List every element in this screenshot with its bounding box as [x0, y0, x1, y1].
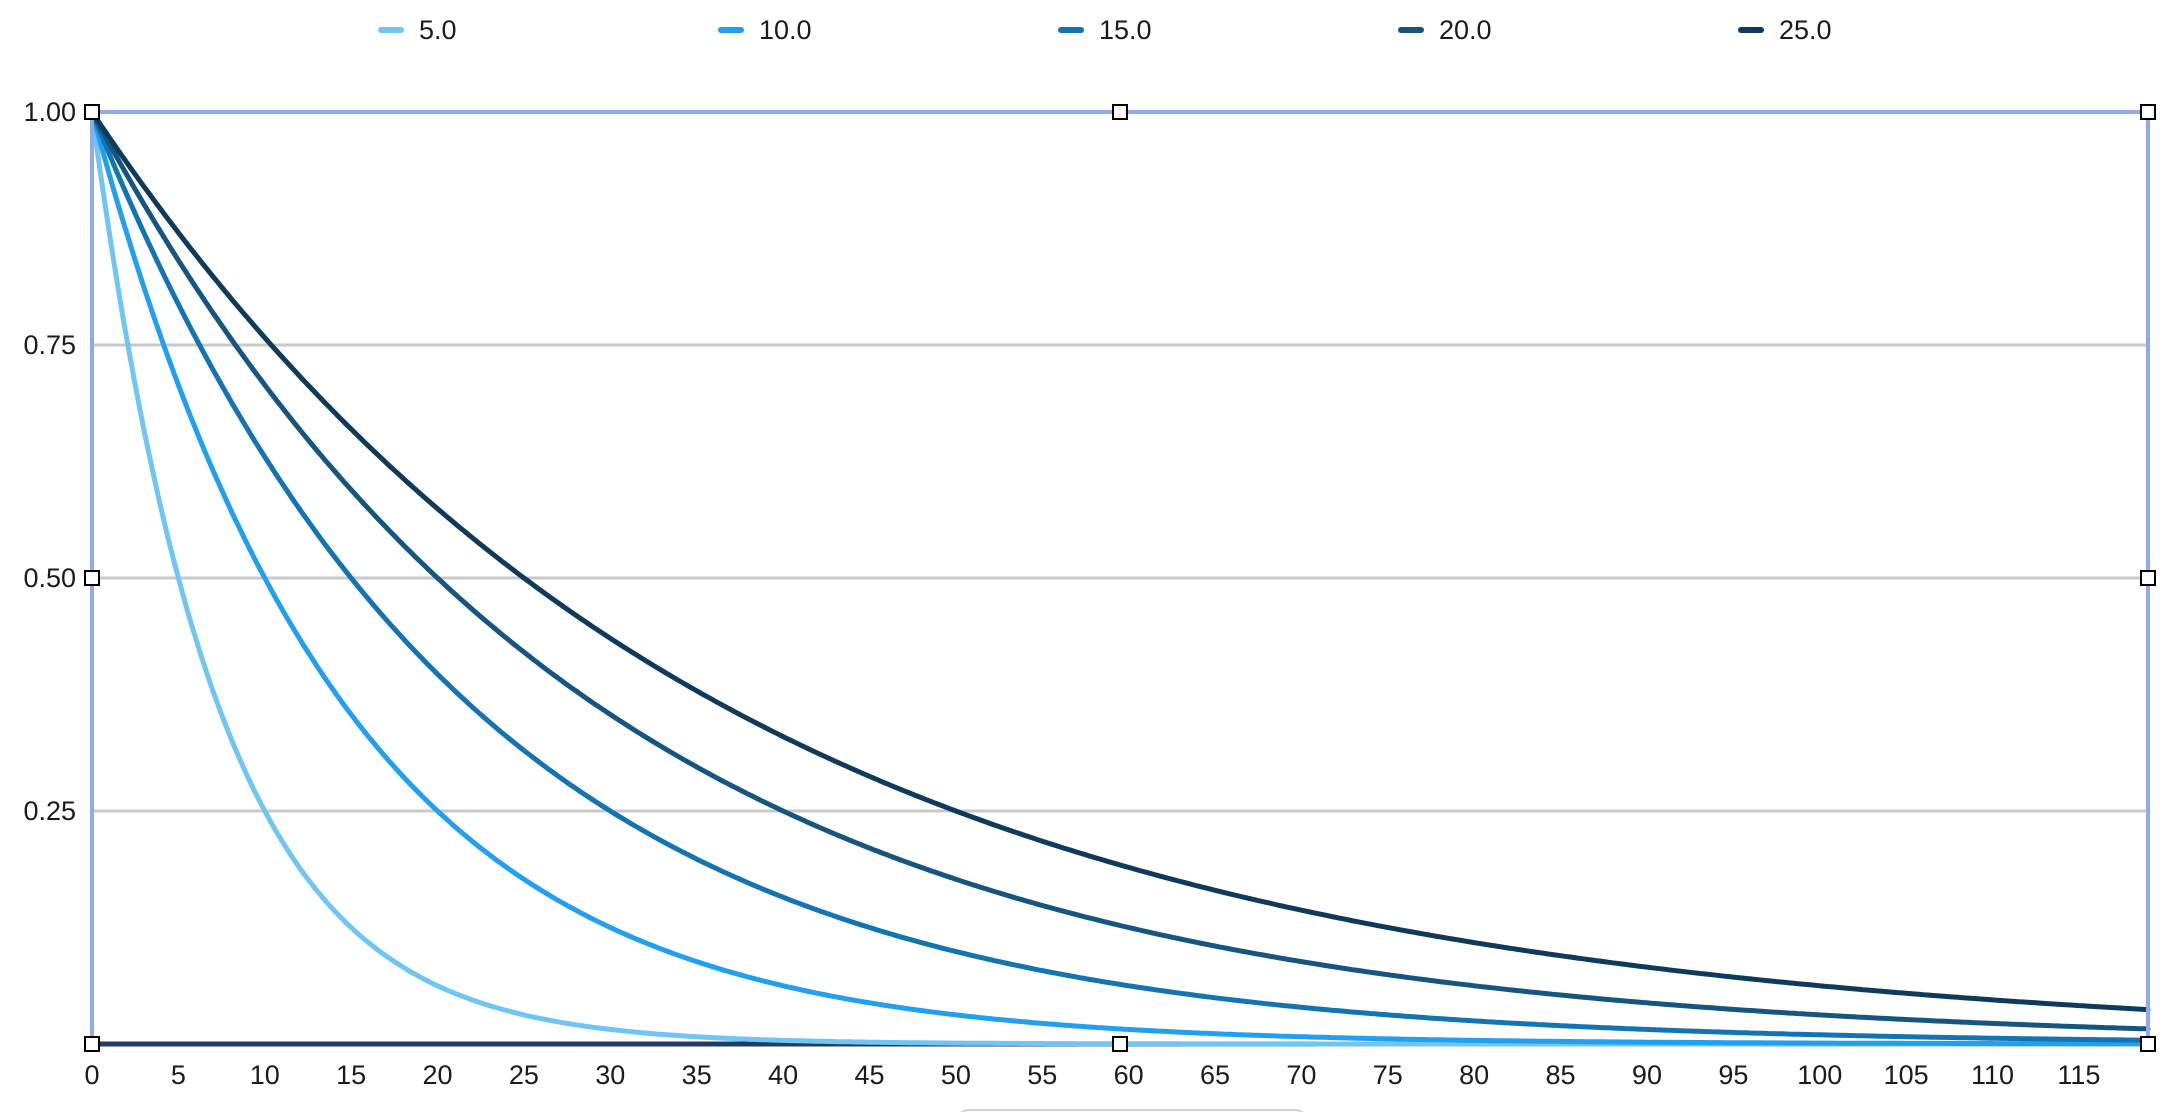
selection-handle-n[interactable]	[1112, 104, 1128, 120]
selection-handle-nw[interactable]	[84, 104, 100, 120]
legend-swatch-icon	[1738, 27, 1764, 33]
selection-handle-w[interactable]	[84, 570, 100, 586]
legend-label: 25.0	[1779, 15, 1832, 45]
x-tick-label: 80	[1459, 1060, 1490, 1090]
series-curve-10.0[interactable]	[89, 109, 2151, 1047]
legend-label: 10.0	[759, 15, 812, 45]
x-tick-label: 45	[854, 1060, 885, 1090]
legend-item-20.0[interactable]: 20.0	[1398, 12, 1492, 48]
x-tick-label: 0	[84, 1060, 100, 1090]
x-tick-label: 40	[768, 1060, 799, 1090]
series-curve-25.0[interactable]	[89, 109, 2151, 1013]
legend-swatch-icon	[378, 27, 404, 33]
selection-handle-e[interactable]	[2140, 570, 2156, 586]
y-tick-label: 0.25	[23, 796, 76, 826]
x-tick-label: 15	[336, 1060, 367, 1090]
chart-legend: 5.0 10.0 15.0 20.0 25.0	[0, 0, 2174, 60]
series-curve-20.0[interactable]	[89, 109, 2151, 1032]
y-tick-label: 1.00	[23, 97, 76, 127]
legend-swatch-icon	[1058, 27, 1084, 33]
x-tick-label: 75	[1372, 1060, 1403, 1090]
selection-handle-ne[interactable]	[2140, 104, 2156, 120]
x-tick-label: 115	[2057, 1060, 2101, 1090]
legend-item-10.0[interactable]: 10.0	[718, 12, 812, 48]
legend-item-5.0[interactable]: 5.0	[378, 12, 457, 48]
x-tick-label: 65	[1199, 1060, 1231, 1090]
legend-label: 20.0	[1439, 15, 1492, 45]
x-tick-label: 100	[1797, 1060, 1843, 1090]
x-tick-label: 10	[249, 1060, 280, 1090]
legend-swatch-icon	[718, 27, 744, 33]
x-tick-label: 25	[508, 1060, 539, 1090]
selection-handle-s[interactable]	[1112, 1036, 1128, 1052]
legend-label: 5.0	[419, 15, 457, 45]
selection-handle-sw[interactable]	[84, 1036, 100, 1052]
x-tick-label: 20	[422, 1060, 453, 1090]
y-tick-label: 0.50	[23, 563, 76, 593]
x-tick-label: 70	[1286, 1060, 1317, 1090]
x-tick-label: 95	[1718, 1060, 1749, 1090]
legend-label: 15.0	[1099, 15, 1152, 45]
x-tick-label: 50	[940, 1060, 971, 1090]
x-tick-label: 55	[1027, 1060, 1058, 1090]
x-tick-label: 30	[595, 1060, 626, 1090]
x-tick-label: 35	[681, 1060, 712, 1090]
y-tick-label: 0.75	[23, 330, 76, 360]
series-curve-15.0[interactable]	[89, 109, 2151, 1043]
x-tick-label: 90	[1631, 1060, 1662, 1090]
legend-swatch-icon	[1398, 27, 1424, 33]
x-tick-label: 60	[1113, 1060, 1144, 1090]
x-tick-label: 85	[1545, 1060, 1576, 1090]
x-tick-label: 110	[1970, 1060, 2015, 1090]
x-tick-label: 5	[170, 1060, 186, 1090]
legend-item-15.0[interactable]: 15.0	[1058, 12, 1152, 48]
legend-item-25.0[interactable]: 25.0	[1738, 12, 1832, 48]
selection-handle-se[interactable]	[2140, 1036, 2156, 1052]
x-tick-label: 105	[1883, 1060, 1929, 1090]
